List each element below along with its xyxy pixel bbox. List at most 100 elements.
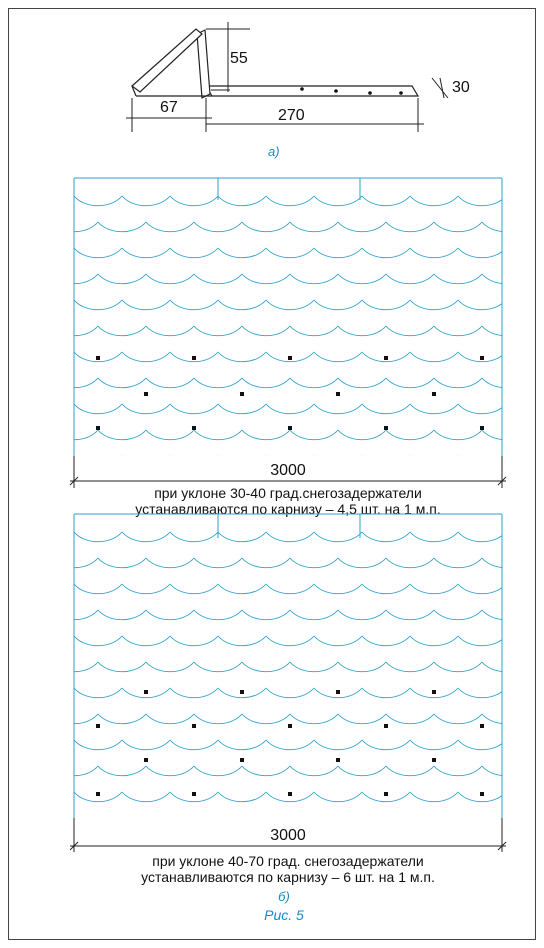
roof-tile-scale [121,403,171,415]
roof-tile-scale [193,765,243,777]
roof-tile-scale [457,531,502,543]
roof-tile-scale [74,273,99,285]
roof-tile-scale [337,765,387,777]
roof-tile-scale [193,609,243,621]
roof-tile-scale [74,221,99,233]
roof-tile-scale [457,635,502,647]
roof-tile-scale [457,247,502,259]
roof-tile-scale [74,404,75,405]
roof-tile-scale [217,531,267,543]
panel-2-caption-line-2: устанавливаются по карнизу – 6 шт. на 1 … [141,869,435,885]
roof-tile-scale [457,403,502,415]
roof-tile-scale [218,455,266,456]
roof-tile-scale [338,818,386,828]
roof-tile-scale [481,429,502,440]
roof-tile-scale [121,791,171,803]
roof-tile-scale [289,609,339,621]
roof-tile-scale [170,455,218,456]
bracket-base [131,85,137,97]
snow-guard-marker [432,758,436,762]
panel-1-width-label: 3000 [270,462,306,479]
snow-guard-marker [480,792,484,796]
roof-tile-scale [313,687,363,699]
roof-tile-scale [313,635,363,647]
roof-tile-scale [121,195,171,207]
roof-tile-scale [385,377,435,389]
roof-tile-scale [409,791,459,803]
roof-tile-scale [74,791,123,803]
roof-tile-scale [74,352,75,353]
roof-tile-scale [409,403,459,415]
roof-tile-scale [121,583,171,595]
roof-tile-scale [289,765,339,777]
roof-tile-scale [289,221,339,233]
figure-frame [8,8,536,940]
roof-tile-scale [385,221,435,233]
roof-tile-scale [409,299,459,311]
roof-tile-scale [361,247,411,259]
roof-tile-scale [506,352,544,362]
roof-tile-scale [74,299,123,311]
bracket-bar [204,85,420,97]
panel-1-caption-line-2: устанавливаются по карнизу – 4,5 шт. на … [135,501,440,517]
snow-guard-marker [288,356,292,360]
roof-tile-scale [74,403,123,415]
roof-tile-scale [506,404,544,414]
roof-tile-scale [506,532,544,542]
snow-guard-marker [480,356,484,360]
snow-guard-bracket [131,28,420,99]
roof-tile-scale [385,557,435,569]
roof-tile-scale [481,221,502,232]
roof-tile-scale [241,661,291,673]
roof-tile-scale [530,818,544,828]
roof-tile-scale [74,325,99,337]
roof-tile-scale [457,687,502,699]
snow-guard-marker [96,724,100,728]
snow-guard-marker [240,758,244,762]
roof-tile-scale [241,557,291,569]
roof-tile-scale [313,739,363,751]
roof-tile-scale [97,609,147,621]
roof-tile-scale [121,739,171,751]
roof-tile-scale [74,583,123,595]
roof-tile-scale [74,739,123,751]
snow-guard-marker [336,758,340,762]
bracket-base-label: 67 [160,99,178,116]
roof-tile-scale [409,635,459,647]
roof-tile-scale [457,195,502,207]
roof-tile-scale [265,531,315,543]
roof-tile-scale [146,818,194,828]
snow-guard-marker [144,758,148,762]
snow-guard-marker [384,724,388,728]
roof-tile-scale [145,429,195,441]
roof-tile-scale [97,221,147,233]
roof-tile-scale [98,482,146,492]
roof-tile-scale [481,609,502,620]
roof-tile-scale [530,430,544,440]
roof-tile-scale [433,429,483,441]
roof-tile-scale [337,557,387,569]
roof-tile-scale [194,818,242,828]
roof-tile-scale [385,325,435,337]
roof-tile-scale [193,429,243,441]
roof-tile-scale [409,195,459,207]
roof-tile-scale [481,557,502,568]
roof-tile-scale [74,740,75,741]
snow-guard-markers-2 [96,690,484,796]
roof-tile-scale [145,661,195,673]
roof-tile-scale [481,377,502,388]
roof-tile-scale [74,609,99,621]
snow-guard-marker [432,392,436,396]
roof-tile-scale [433,273,483,285]
bracket-length-label: 270 [278,107,305,124]
roof-tile-scale [169,583,219,595]
snow-guard-marker [480,426,484,430]
roof-tile-scale [97,661,147,673]
roof-tile-scale [409,351,459,363]
roof-tile-scale [169,791,219,803]
roof-tile-scale [337,221,387,233]
roof-tile-scale [241,325,291,337]
snow-guard-marker [96,792,100,796]
roof-tile-scale [97,765,147,777]
